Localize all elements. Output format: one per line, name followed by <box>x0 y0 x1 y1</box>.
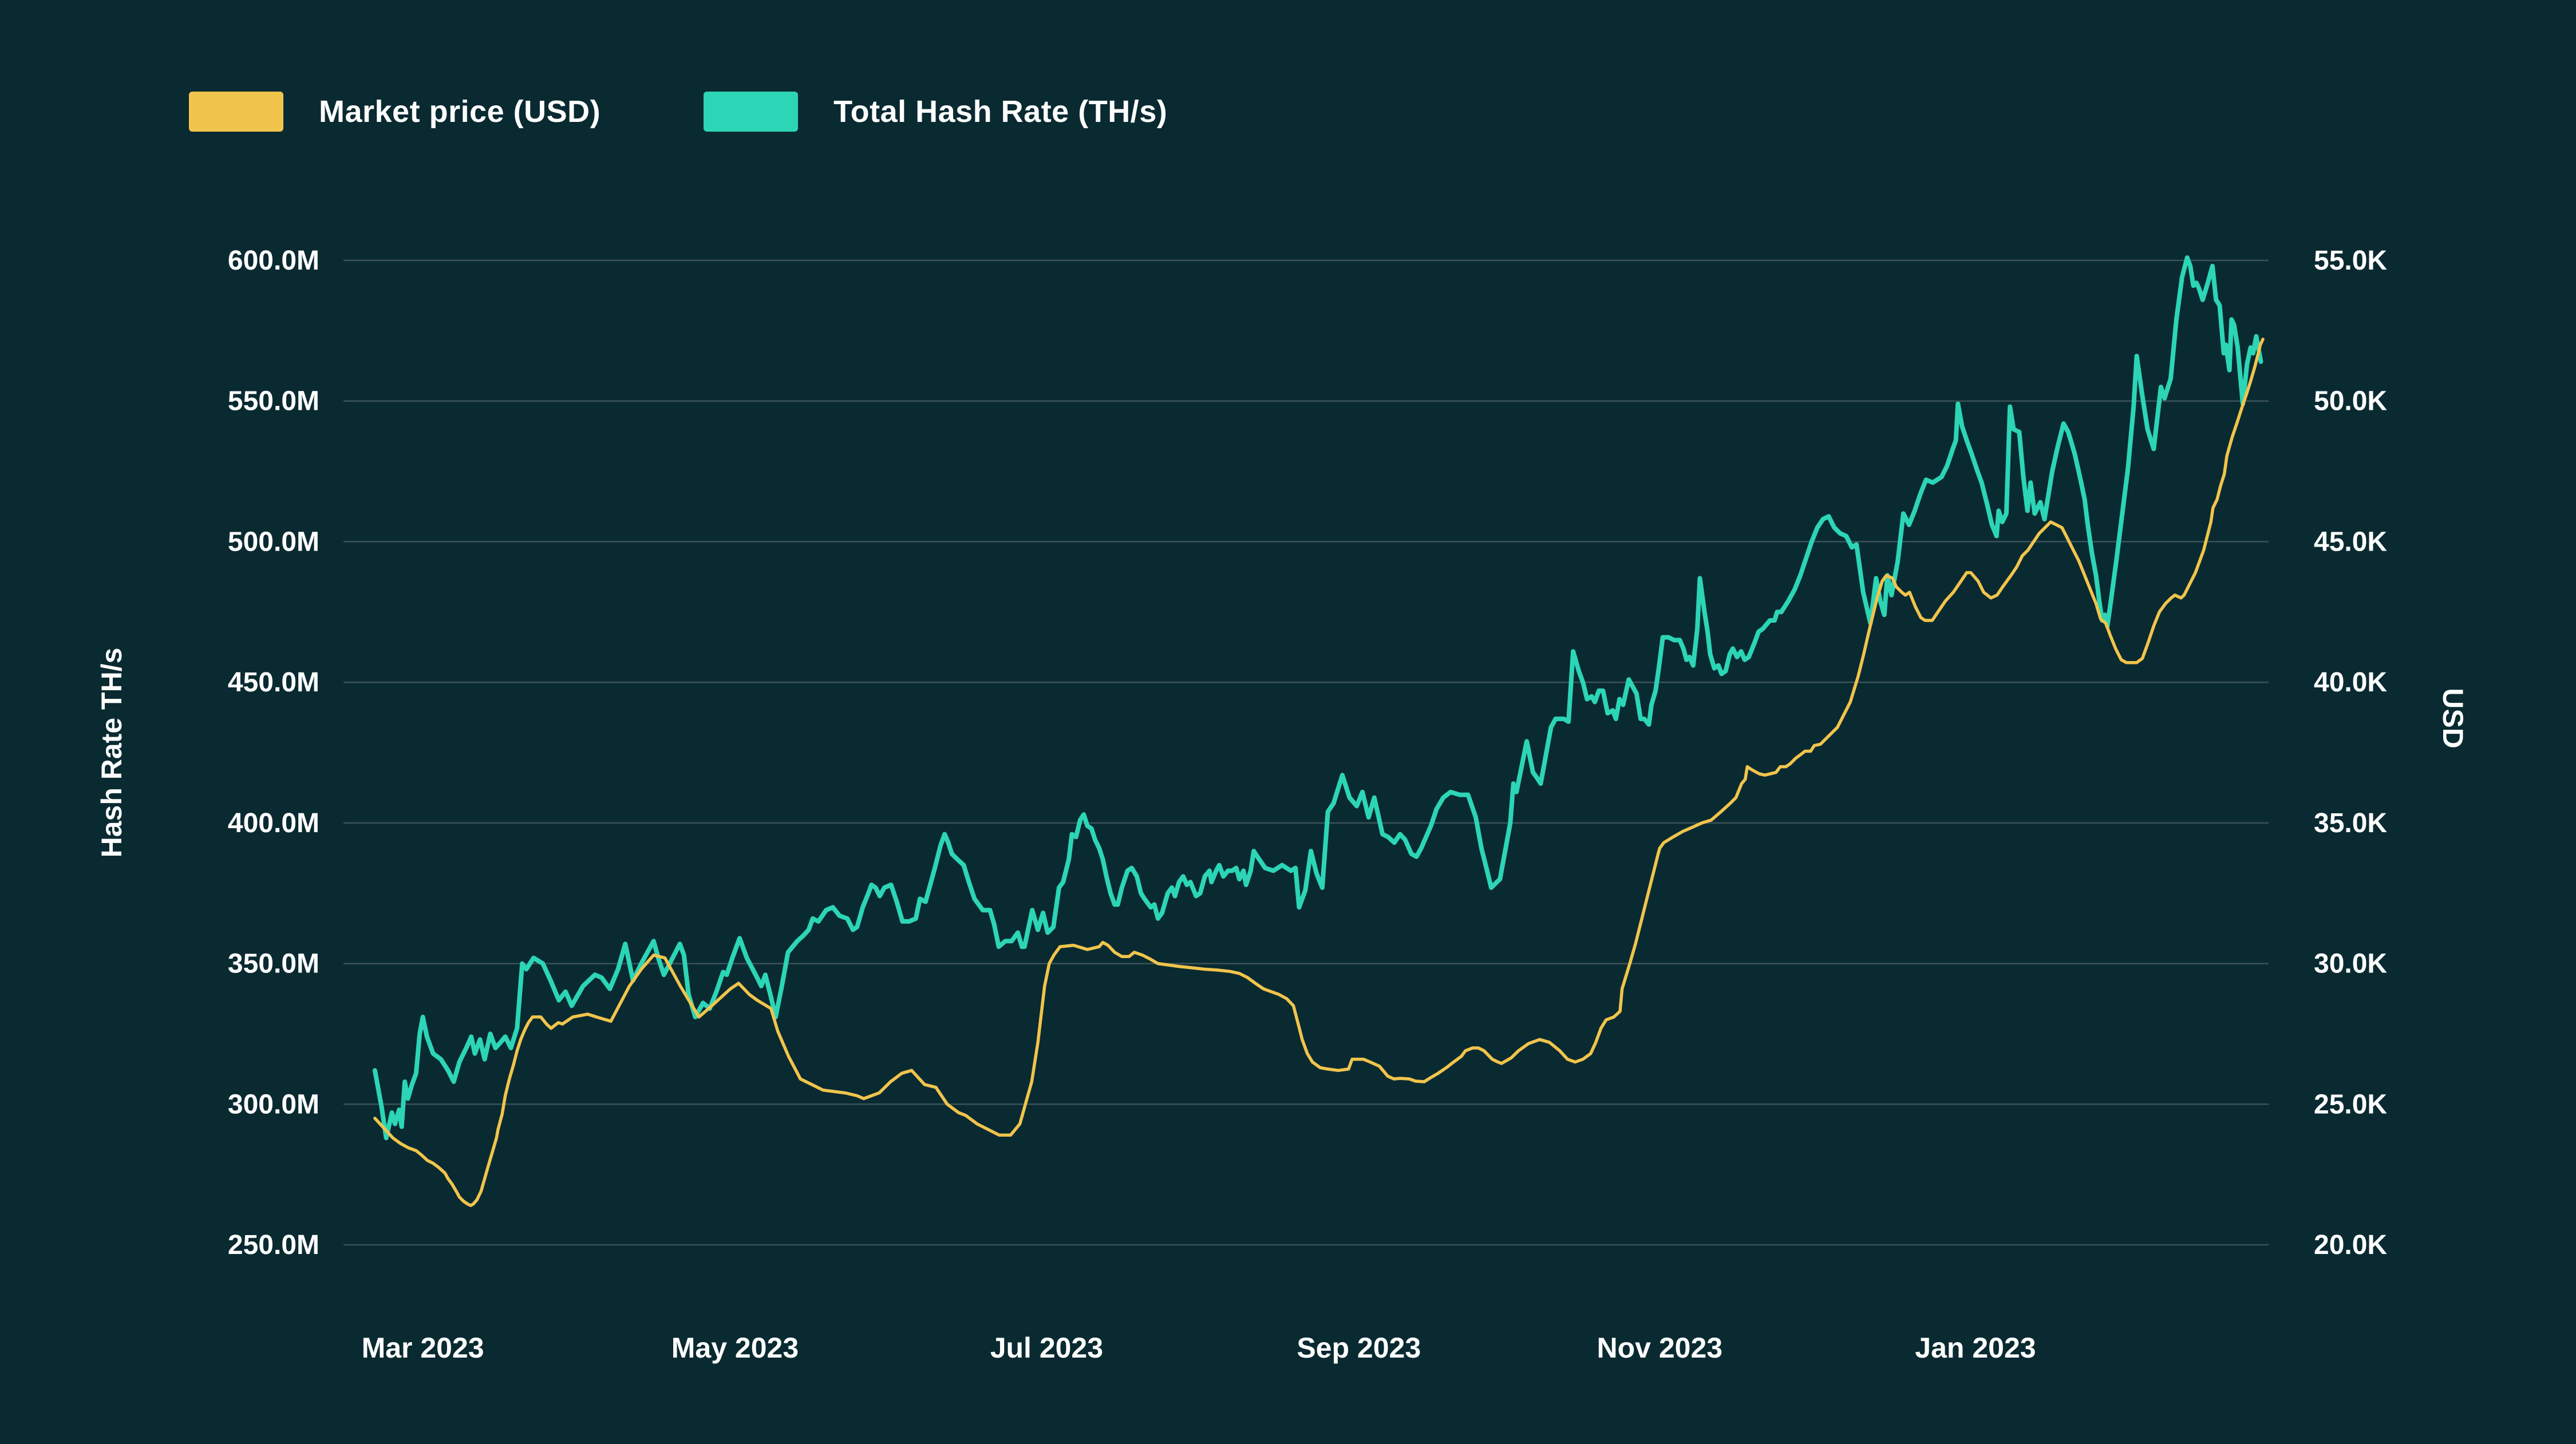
right-axis-tick: 30.0K <box>2314 949 2387 979</box>
left-axis-tick-labels: 600.0M 550.0M 500.0M 450.0M 400.0M 350.0M 300.… <box>228 246 319 1260</box>
right-axis-tick: 35.0K <box>2314 808 2387 838</box>
left-axis-tick: 400.0M <box>228 808 319 838</box>
x-axis-tick: May 2023 <box>671 1332 799 1364</box>
right-axis-tick-labels: 55.0K 50.0K 45.0K 40.0K 35.0K 30.0K 25.0K 20.0K <box>2314 246 2387 1260</box>
market-price-line[interactable] <box>373 337 2265 1207</box>
legend-item-market-price[interactable]: Market price (USD) <box>189 92 600 132</box>
left-axis-tick: 250.0M <box>228 1230 319 1260</box>
x-axis-tick: Nov 2023 <box>1597 1332 1722 1364</box>
right-axis-tick: 50.0K <box>2314 386 2387 417</box>
right-axis-tick: 20.0K <box>2314 1230 2387 1260</box>
left-axis-tick: 300.0M <box>228 1089 319 1119</box>
x-axis-tick: Sep 2023 <box>1297 1332 1421 1364</box>
hash-rate-line[interactable] <box>372 255 2263 1141</box>
x-axis-tick: Mar 2023 <box>362 1332 484 1364</box>
left-axis-tick: 600.0M <box>228 246 319 276</box>
x-axis-tick-labels: Mar 2023 May 2023 Jul 2023 Sep 2023 Nov 2023… <box>362 1332 2036 1364</box>
market-price-swatch-icon <box>189 92 283 132</box>
gridlines <box>343 259 2269 1246</box>
legend-label-market-price: Market price (USD) <box>319 94 601 129</box>
right-axis-tick: 45.0K <box>2314 527 2387 557</box>
right-axis-tick: 25.0K <box>2314 1089 2387 1119</box>
x-axis-tick: Jul 2023 <box>990 1332 1103 1364</box>
left-axis-tick: 350.0M <box>228 949 319 979</box>
legend-label-hash-rate: Total Hash Rate (TH/s) <box>833 94 1168 129</box>
chart-legend: Market price (USD) Total Hash Rate (TH/s… <box>189 92 1236 132</box>
left-axis-tick: 500.0M <box>228 527 319 557</box>
right-axis-tick: 55.0K <box>2314 246 2387 276</box>
x-axis-tick: Jan 2023 <box>1915 1332 2036 1364</box>
left-axis-tick: 450.0M <box>228 667 319 698</box>
left-axis-tick: 550.0M <box>228 386 319 417</box>
hash-rate-swatch-icon <box>704 92 799 132</box>
legend-item-hash-rate[interactable]: Total Hash Rate (TH/s) <box>704 92 1167 132</box>
right-axis-tick: 40.0K <box>2314 667 2387 698</box>
